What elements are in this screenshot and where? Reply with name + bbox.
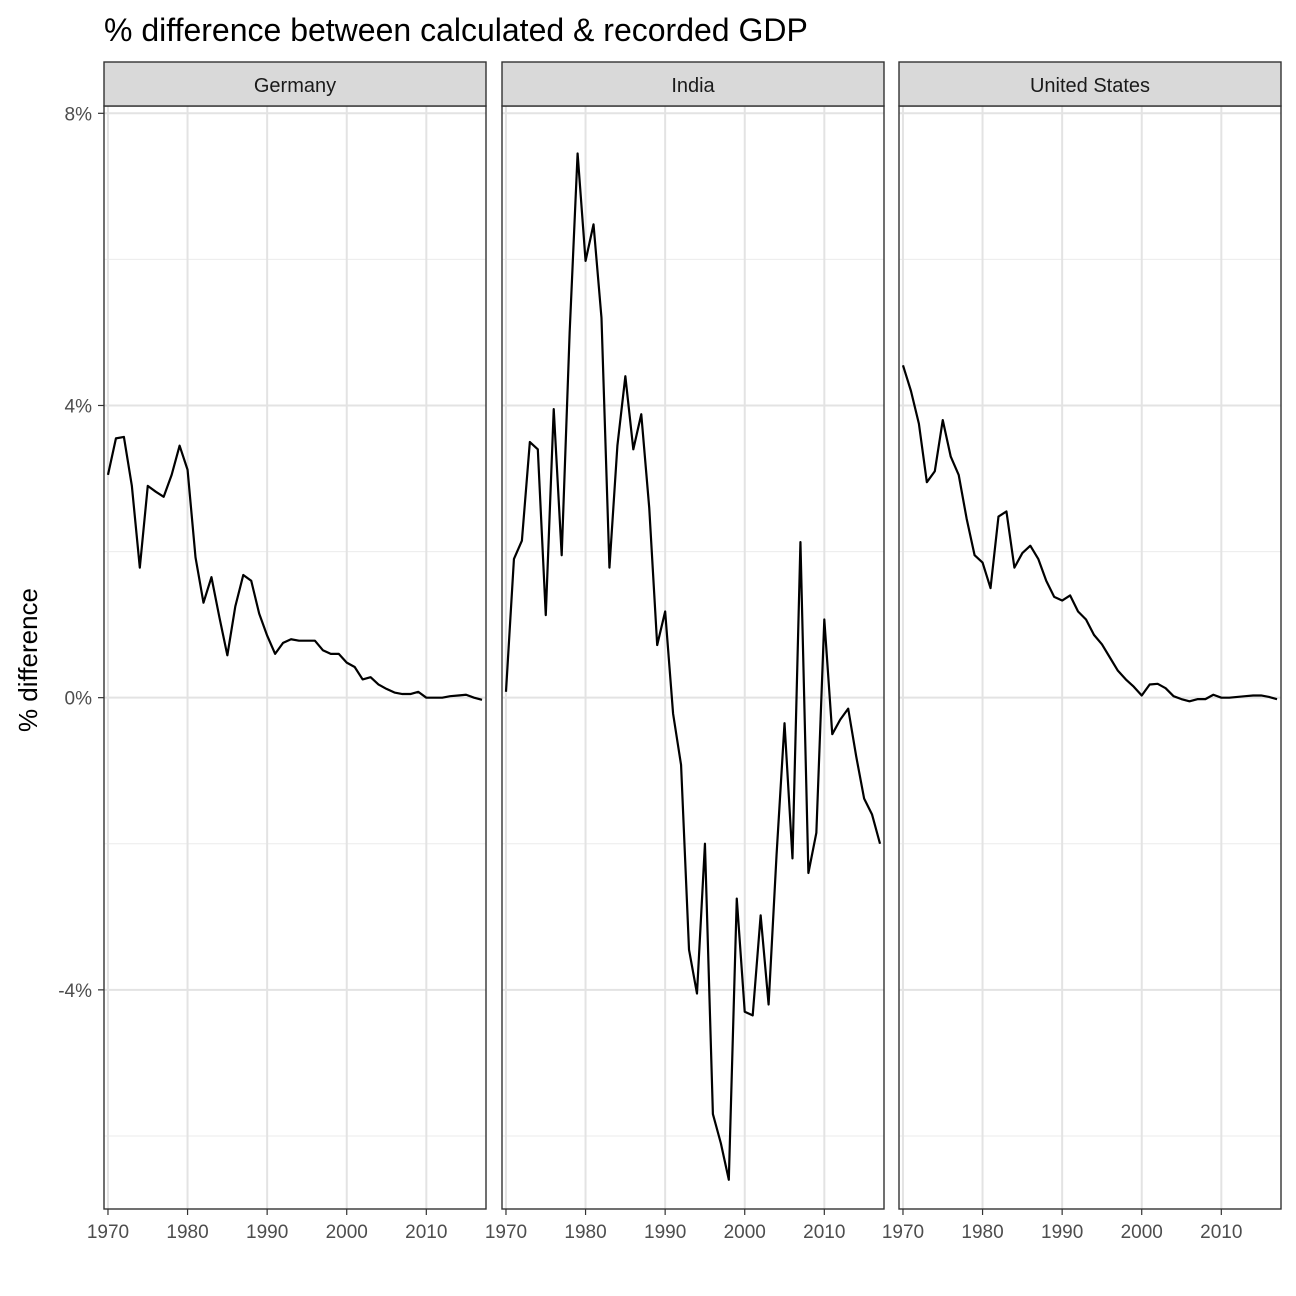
x-tick-label: 2000 [724, 1222, 766, 1243]
y-tick-label: -4% [58, 981, 92, 1002]
y-tick-label: 8% [65, 104, 93, 125]
x-tick-label: 2000 [1121, 1222, 1163, 1243]
series-line [106, 435, 483, 701]
x-tick-label: 1980 [166, 1222, 208, 1243]
chart-title: % difference between calculated & record… [104, 12, 808, 48]
facet-strip-label: United States [1030, 75, 1150, 97]
x-tick-label: 1980 [564, 1222, 606, 1243]
y-tick-label: 4% [65, 396, 93, 417]
y-axis: -4% 0% 4% 8% [58, 104, 104, 1002]
x-tick-label: 1990 [246, 1222, 288, 1243]
panel-background [899, 106, 1281, 1209]
facet-panel-united-states: United States 1970 1980 1990 2000 2010 [882, 61, 1282, 1243]
facet-panel-india: India 1970 1980 1990 2000 2010 [485, 61, 885, 1243]
x-tick-label: 1990 [1041, 1222, 1083, 1243]
facet-panels: Germany 1970 1980 1990 2000 2010 India 1970 1980… [87, 61, 1282, 1243]
panel-background [502, 106, 884, 1209]
panel-background [104, 106, 486, 1209]
x-tick-label: 1970 [882, 1222, 924, 1243]
x-tick-label: 2010 [1200, 1222, 1242, 1243]
x-tick-label: 2000 [326, 1222, 368, 1243]
facet-strip-label: India [671, 75, 715, 97]
x-tick-label: 2010 [803, 1222, 845, 1243]
y-axis-label: % difference [13, 588, 43, 732]
x-tick-label: 1990 [644, 1222, 686, 1243]
series-line [901, 364, 1278, 703]
x-tick-label: 1980 [961, 1222, 1003, 1243]
facet-strip [898, 61, 1282, 107]
x-tick-label: 2010 [405, 1222, 447, 1243]
x-tick-label: 1970 [87, 1222, 129, 1243]
series-line [504, 152, 882, 1181]
facet-strip-label: Germany [254, 75, 336, 97]
facet-strip [501, 61, 885, 107]
x-tick-label: 1970 [485, 1222, 527, 1243]
facet-panel-germany: Germany 1970 1980 1990 2000 2010 [87, 61, 487, 1243]
facet-strip [103, 61, 487, 107]
y-tick-label: 0% [65, 689, 93, 710]
